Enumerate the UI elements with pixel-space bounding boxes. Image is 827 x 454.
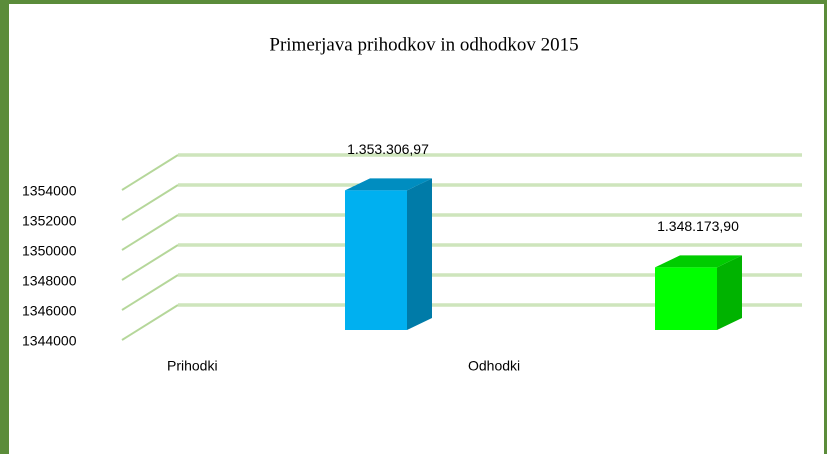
- y-tick-label: 1344000: [22, 333, 77, 349]
- y-tick-label: 1348000: [22, 273, 77, 289]
- x-tick-label: Odhodki: [468, 358, 520, 374]
- y-tick-label: 1354000: [22, 183, 77, 199]
- grid-line: [121, 154, 179, 191]
- y-tick-label: 1346000: [22, 303, 77, 319]
- bar-top: [345, 178, 432, 191]
- y-tick-label: 1352000: [22, 213, 77, 229]
- value-label: 1.348.173,90: [657, 218, 739, 234]
- bar-top: [655, 255, 742, 268]
- grid-line: [121, 304, 179, 341]
- bar: [655, 267, 717, 330]
- y-tick-label: 1350000: [22, 243, 77, 259]
- value-label: 1.353.306,97: [347, 141, 429, 157]
- grid-line: [121, 184, 179, 221]
- chart-title: Primerjava prihodkov in odhodkov 2015: [269, 34, 578, 55]
- grid-line: [121, 244, 179, 281]
- grid-line: [121, 214, 179, 251]
- bar: [345, 190, 407, 330]
- grid-line: [121, 274, 179, 311]
- x-tick-label: Prihodki: [167, 358, 218, 374]
- bar-side: [407, 178, 432, 330]
- bar-side: [717, 255, 742, 330]
